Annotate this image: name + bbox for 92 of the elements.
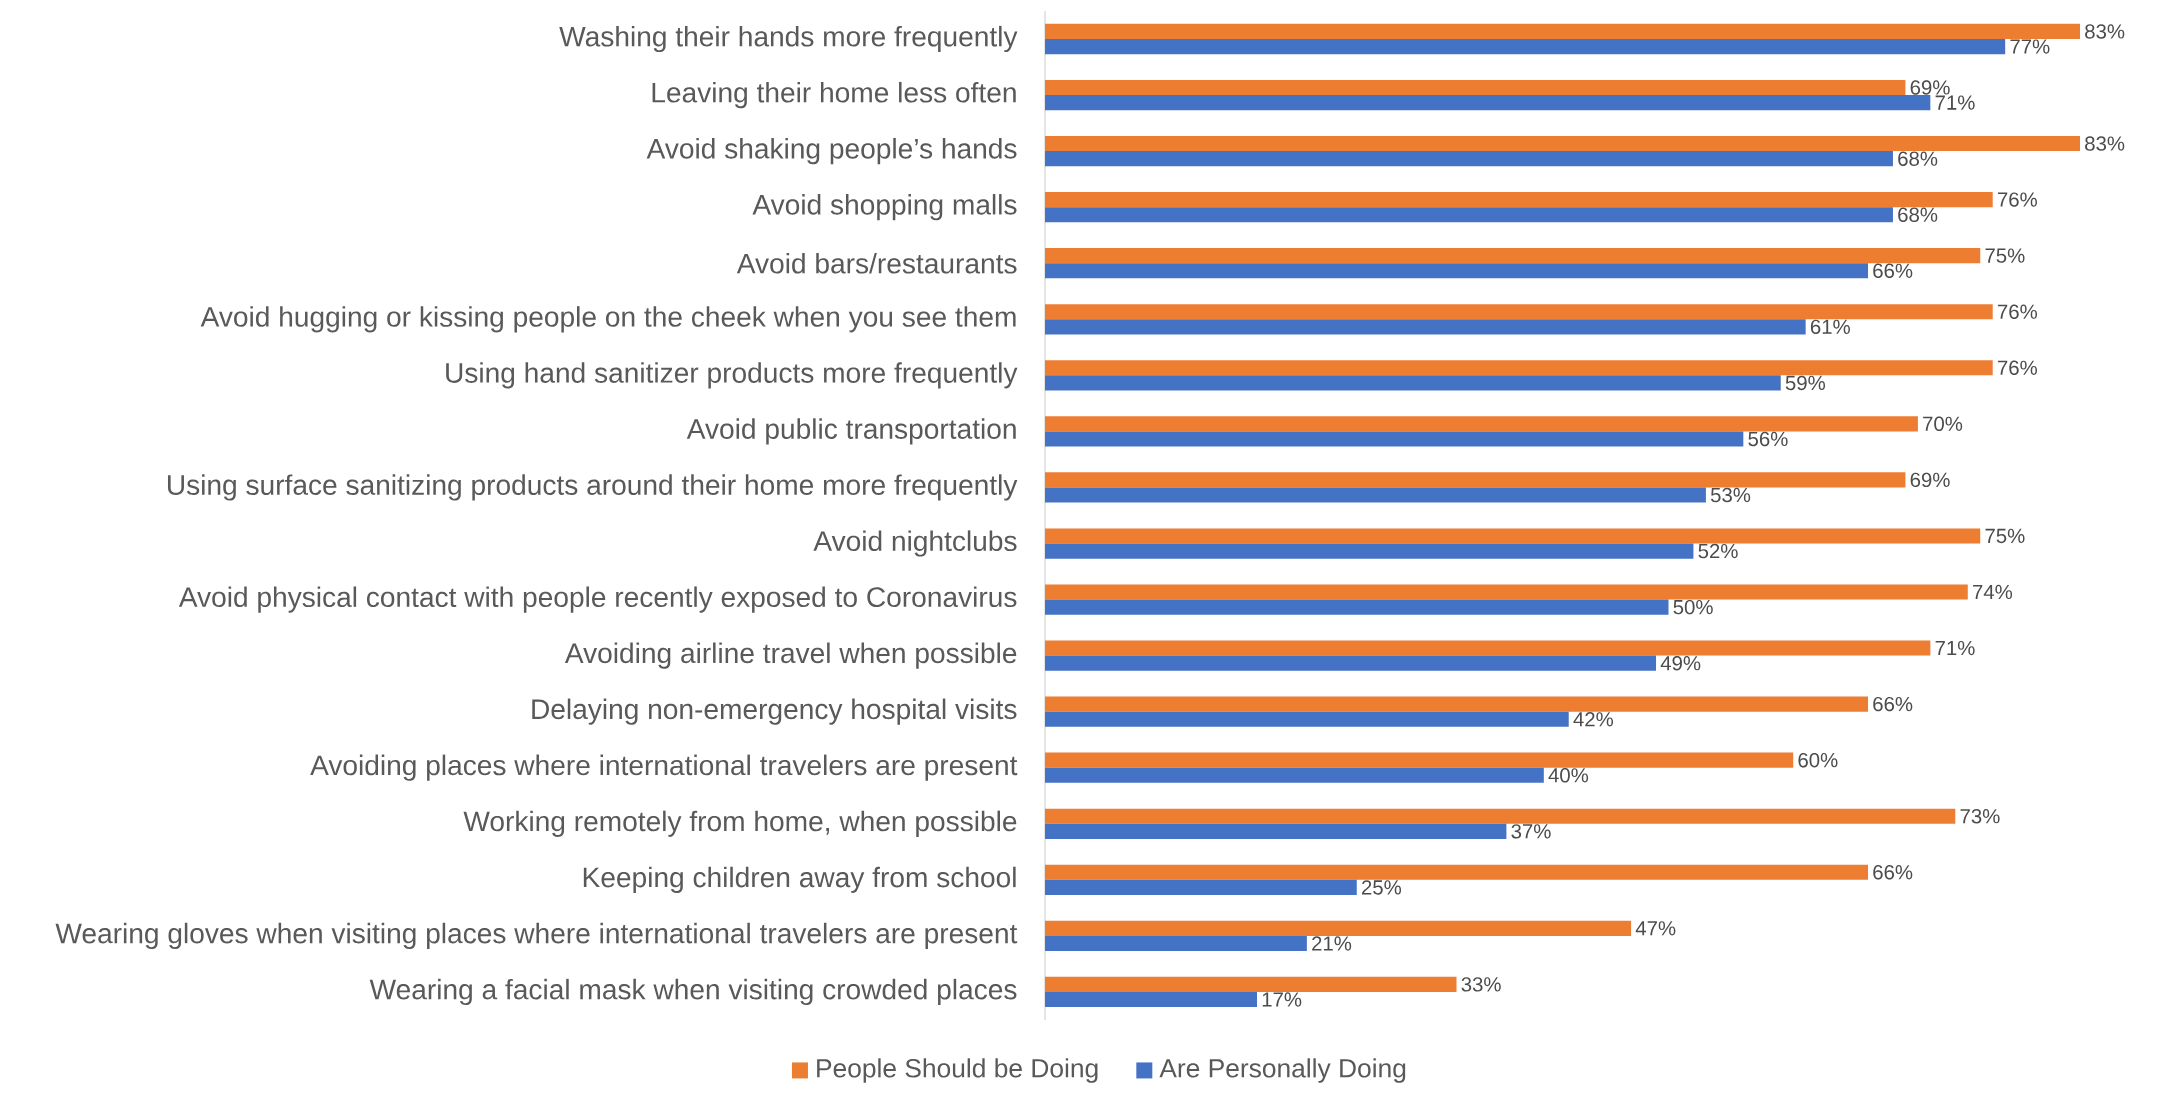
- data-label: 77%: [2010, 39, 2050, 54]
- data-label: 21%: [1312, 936, 1352, 951]
- bar: [1045, 711, 1569, 727]
- data-label: 66%: [1873, 865, 1913, 880]
- data-label: 61%: [1810, 319, 1850, 335]
- y-tick-label: Avoid shaking people’s hands: [646, 138, 1017, 165]
- bar: [1045, 472, 1906, 488]
- bar: [1045, 263, 1869, 279]
- bar: [1045, 248, 1981, 264]
- y-tick-label: Washing their hands more frequently: [559, 26, 1018, 53]
- data-label: 69%: [1910, 472, 1950, 488]
- y-tick-label: Delaying non-emergency hospital visits: [532, 698, 1017, 725]
- bar: [1045, 655, 1657, 671]
- bar: [1045, 528, 1981, 544]
- data-label: 83%: [2085, 24, 2125, 39]
- data-label: 69%: [1910, 80, 1950, 95]
- bar: [1045, 151, 1893, 167]
- bar: [1045, 543, 1694, 559]
- data-label: 56%: [1748, 431, 1788, 447]
- data-label: 76%: [1997, 360, 2038, 376]
- legend-label: Are Personally Doing: [1159, 1058, 1406, 1083]
- y-tick-label: Avoiding airline travel when possible: [564, 642, 1017, 669]
- data-label: 47%: [1635, 921, 1676, 936]
- data-label: 52%: [1698, 544, 1738, 559]
- y-tick-label: Keeping children away from school: [583, 866, 1016, 894]
- y-tick-label: Avoid bars/restaurants: [736, 253, 1017, 274]
- data-label: 76%: [1997, 304, 2038, 320]
- bar: [1045, 880, 1357, 896]
- y-tick-label: Avoid physical contact with people recently exposed to Coronavirus: [178, 586, 1017, 613]
- bar: [1045, 136, 2080, 152]
- data-label: 66%: [1873, 697, 1913, 712]
- bar: [1045, 39, 2006, 55]
- bar: [1045, 24, 2080, 40]
- bar: [1045, 752, 1794, 768]
- data-label: 68%: [1898, 151, 1938, 167]
- y-tick-label: Using hand sanitizer products more frequently: [446, 362, 1018, 389]
- y-tick-label: Using surface sanitizing products around their home more frequently: [167, 474, 1018, 501]
- bar: [1045, 95, 1931, 111]
- data-label: 83%: [2085, 136, 2125, 151]
- y-tick-label: Avoiding places where international travelers are present: [310, 754, 1018, 781]
- bar: [1045, 192, 1993, 208]
- bar: [1045, 864, 1869, 880]
- bar: [1045, 976, 1457, 993]
- data-label: 71%: [1935, 641, 1975, 656]
- data-label: 70%: [1923, 416, 1963, 432]
- y-tick-label: Avoid public transportation: [686, 418, 1016, 445]
- bar: [1045, 375, 1781, 391]
- y-tick-label: Wearing gloves when visiting places where international travelers are present: [55, 922, 1018, 950]
- data-label: 75%: [1985, 528, 2025, 544]
- bar: [1045, 80, 1906, 96]
- bar: [1045, 360, 1993, 376]
- y-tick-label: Avoid nightclubs: [813, 530, 1017, 557]
- bar: [1045, 487, 1706, 503]
- bar: [1045, 767, 1544, 784]
- data-label: 53%: [1710, 487, 1751, 503]
- bar: [1045, 640, 1931, 656]
- bar: [1045, 696, 1869, 712]
- data-label: 40%: [1548, 768, 1589, 783]
- bar: [1045, 808, 1956, 824]
- data-label: 59%: [1785, 375, 1826, 391]
- data-label: 68%: [1898, 207, 1938, 223]
- bar: [1045, 207, 1893, 223]
- y-tick-label: Leaving their home less often: [652, 82, 1016, 109]
- data-label: 71%: [1935, 95, 1975, 110]
- bar: [1045, 920, 1632, 937]
- legend-label: People Should be Doing: [817, 1058, 1098, 1083]
- bar: [1045, 584, 1968, 600]
- bar: [1045, 416, 1918, 432]
- y-tick-label: Wearing a facial mask when visiting crowded places: [369, 978, 1017, 1006]
- data-label: 76%: [1997, 192, 2038, 207]
- data-label: 42%: [1573, 712, 1614, 727]
- bar: [1045, 304, 1993, 320]
- y-tick-label: Working remotely from home, when possible: [463, 810, 1017, 838]
- data-label: 50%: [1673, 600, 1713, 615]
- bar: [1045, 992, 1257, 1008]
- bar: [1045, 936, 1307, 952]
- bar: [1045, 599, 1669, 615]
- data-label: 33%: [1461, 977, 1501, 992]
- bar: [1045, 319, 1806, 335]
- y-tick-label: Avoid hugging or kissing people on the cheek when you see them: [200, 306, 1016, 333]
- data-label: 74%: [1973, 585, 2013, 600]
- data-label: 73%: [1960, 809, 2000, 824]
- data-label: 49%: [1660, 656, 1701, 671]
- data-label: 37%: [1511, 824, 1551, 839]
- data-label: 75%: [1985, 248, 2025, 264]
- bar: [1045, 431, 1744, 447]
- data-label: 17%: [1262, 992, 1302, 1007]
- bar: [1045, 823, 1507, 840]
- data-label: 25%: [1362, 880, 1402, 895]
- data-label: 66%: [1873, 263, 1913, 279]
- y-tick-label: Avoid shopping malls: [752, 194, 1017, 221]
- data-label: 60%: [1798, 753, 1838, 768]
